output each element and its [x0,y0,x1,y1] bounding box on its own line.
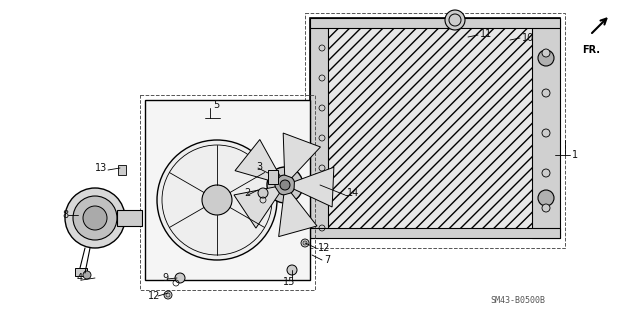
Bar [310,18,328,238]
Text: 12: 12 [148,291,161,301]
Circle shape [83,206,107,230]
Bar [310,228,560,238]
Polygon shape [283,133,321,178]
Text: 1: 1 [572,150,578,160]
Text: 8: 8 [62,210,68,220]
Circle shape [202,185,232,215]
Text: 10: 10 [522,33,534,43]
Text: 3: 3 [256,162,262,172]
Circle shape [258,188,268,198]
Text: 11: 11 [480,29,492,39]
Polygon shape [278,193,317,237]
Circle shape [280,180,290,190]
Bar [118,165,126,175]
Circle shape [445,10,465,30]
Text: 4: 4 [77,273,83,283]
Text: 12: 12 [318,243,330,253]
Circle shape [65,188,125,248]
Text: 14: 14 [347,188,359,198]
Circle shape [542,89,550,97]
Circle shape [157,140,277,260]
Bar [310,18,560,238]
Bar [328,28,533,228]
Text: 2: 2 [244,188,250,198]
Circle shape [267,167,303,203]
Circle shape [164,291,172,299]
Text: 7: 7 [324,255,330,265]
Circle shape [538,190,554,206]
Circle shape [301,239,309,247]
Circle shape [73,196,117,240]
Circle shape [275,175,295,195]
Circle shape [83,271,91,279]
Circle shape [542,204,550,212]
Circle shape [542,169,550,177]
Text: SM43-B0500B: SM43-B0500B [490,296,545,305]
Bar [140,95,315,290]
Bar [75,268,87,276]
Circle shape [542,49,550,57]
Bar [145,100,310,280]
Bar [117,210,142,226]
Polygon shape [234,187,280,228]
Circle shape [538,50,554,66]
Polygon shape [235,139,280,182]
Circle shape [175,273,185,283]
Polygon shape [294,167,334,207]
Text: 13: 13 [95,163,108,173]
Text: 9: 9 [162,273,168,283]
Circle shape [542,129,550,137]
Bar [268,170,278,184]
Circle shape [287,265,297,275]
Text: FR.: FR. [582,45,600,55]
Bar [305,13,565,248]
Bar [310,18,560,28]
Text: 15: 15 [283,277,295,287]
Text: 5: 5 [213,100,220,110]
Bar [532,18,560,238]
